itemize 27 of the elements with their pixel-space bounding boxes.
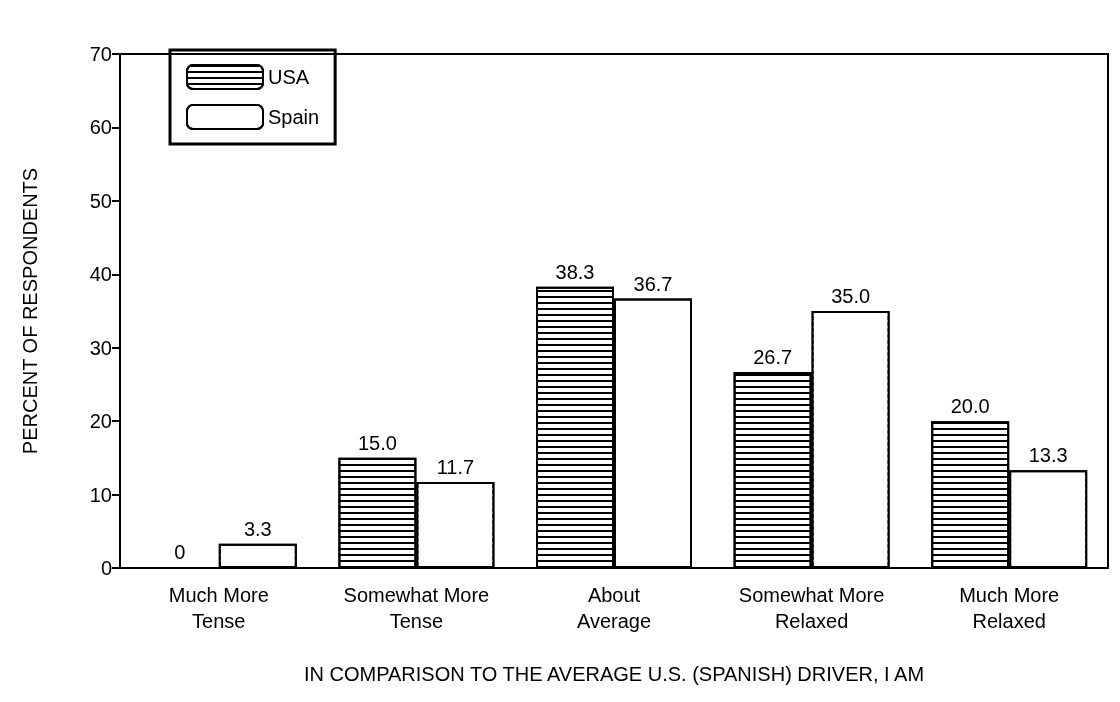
data-label: 20.0 bbox=[950, 395, 990, 418]
legend-label: USA bbox=[268, 66, 310, 88]
x-tick-label: Somewhat More Tense bbox=[343, 584, 490, 632]
y-tick-label: 70 bbox=[89, 43, 112, 65]
data-label: 3.3 bbox=[243, 517, 272, 540]
data-label: 11.7 bbox=[436, 456, 475, 479]
x-tick-label: Much More Relaxed bbox=[959, 584, 1060, 632]
y-tick-label: 20 bbox=[89, 410, 112, 433]
y-axis-title: PERCENT OF RESPONDENTS bbox=[19, 167, 41, 455]
data-label: 26.7 bbox=[753, 345, 793, 368]
y-tick-label: 0 bbox=[100, 557, 112, 579]
y-tick-label: 10 bbox=[89, 483, 112, 506]
legend-label: Spain bbox=[268, 106, 320, 128]
data-label: 15.0 bbox=[357, 431, 397, 454]
x-tick-label: Somewhat More Relaxed bbox=[738, 584, 885, 632]
data-label: 36.7 bbox=[633, 272, 673, 295]
x-axis-title: IN COMPARISON TO THE AVERAGE U.S. (SPANISH) DRIVER, I AM bbox=[303, 663, 925, 685]
y-tick-label: 50 bbox=[89, 189, 112, 212]
data-label: 35.0 bbox=[831, 285, 871, 307]
data-label: 0 bbox=[174, 541, 186, 563]
y-tick-label: 30 bbox=[89, 336, 112, 359]
x-tick-label: About Average bbox=[576, 584, 652, 632]
y-tick-label: 40 bbox=[89, 263, 112, 286]
y-tick-label: 60 bbox=[89, 116, 112, 139]
data-label: 13.3 bbox=[1028, 444, 1068, 467]
data-label: 38.3 bbox=[555, 260, 595, 283]
x-tick-label: Much More Tense bbox=[168, 584, 269, 632]
